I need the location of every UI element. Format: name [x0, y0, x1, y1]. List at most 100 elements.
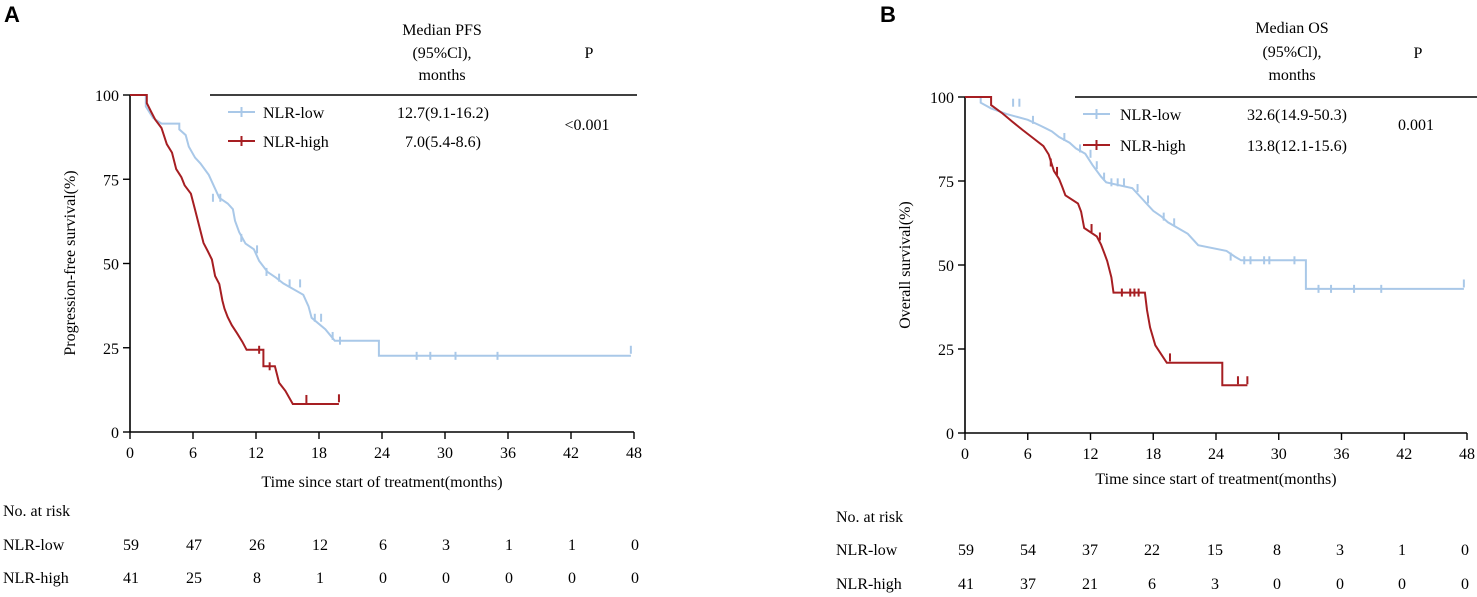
risk-count: 0: [631, 570, 639, 587]
risk-row-label: NLR-high: [3, 570, 69, 587]
risk-count: 8: [253, 570, 261, 587]
legend-median-header: Median PFS: [402, 22, 482, 39]
survival-curve-nlr-high: [965, 96, 1248, 387]
risk-count: 26: [249, 537, 265, 554]
risk-count: 54: [1020, 542, 1036, 559]
risk-count: 0: [505, 570, 513, 587]
x-tick-label: 0: [126, 445, 134, 462]
x-tick-label: 24: [1208, 446, 1224, 463]
legend-median-value: 7.0(5.4-8.6): [405, 134, 481, 151]
x-tick-label: 24: [374, 445, 390, 462]
x-tick-label: 18: [311, 445, 327, 462]
risk-count: 1: [505, 537, 513, 554]
risk-count: 6: [1148, 576, 1156, 593]
risk-row-label: NLR-low: [836, 542, 898, 559]
risk-count: 8: [1273, 542, 1281, 559]
risk-row-label: NLR-low: [3, 537, 65, 554]
panel-label: B: [880, 2, 896, 27]
y-axis-label: Overall survival(%): [897, 201, 914, 329]
y-tick-label: 50: [103, 257, 119, 274]
y-tick-label: 100: [930, 90, 954, 107]
panel-label: A: [4, 2, 20, 27]
x-tick-label: 36: [500, 445, 516, 462]
p-value: 0.001: [1398, 117, 1434, 134]
legend-label: NLR-high: [1120, 138, 1186, 155]
risk-count: 3: [1211, 576, 1219, 593]
risk-count: 47: [186, 537, 202, 554]
x-tick-label: 42: [1396, 446, 1412, 463]
y-tick-label: 50: [938, 258, 954, 275]
risk-count: 59: [958, 542, 974, 559]
y-axis-label: Progression-free survival(%): [62, 170, 79, 355]
x-tick-label: 48: [1459, 446, 1475, 463]
legend-p-header: P: [1414, 45, 1423, 62]
legend-median-header: months: [418, 67, 465, 84]
y-tick-label: 25: [938, 342, 954, 359]
risk-count: 22: [1144, 542, 1160, 559]
x-tick-label: 48: [626, 445, 642, 462]
risk-count: 41: [958, 576, 974, 593]
risk-table-title: No. at risk: [836, 509, 903, 526]
risk-count: 3: [1336, 542, 1344, 559]
x-tick-label: 12: [1083, 446, 1099, 463]
risk-count: 12: [312, 537, 328, 554]
risk-count: 41: [123, 570, 139, 587]
x-axis-label: Time since start of treatment(months): [261, 474, 502, 491]
risk-count: 37: [1082, 542, 1098, 559]
x-tick-label: 6: [1024, 446, 1032, 463]
legend-label: NLR-low: [263, 105, 325, 122]
risk-count: 0: [1398, 576, 1406, 593]
risk-count: 21: [1082, 576, 1098, 593]
y-tick-label: 0: [111, 425, 119, 442]
legend-median-header: (95%Cl),: [1262, 44, 1321, 61]
legend-label: NLR-high: [263, 134, 329, 151]
risk-count: 1: [316, 570, 324, 587]
legend-median-value: 32.6(14.9-50.3): [1247, 107, 1347, 124]
y-tick-label: 75: [103, 172, 119, 189]
risk-count: 0: [1461, 542, 1469, 559]
x-tick-label: 6: [189, 445, 197, 462]
x-tick-label: 30: [437, 445, 453, 462]
legend-median-value: 12.7(9.1-16.2): [397, 105, 489, 122]
risk-count: 0: [1336, 576, 1344, 593]
legend-median-value: 13.8(12.1-15.6): [1247, 138, 1347, 155]
x-axis-label: Time since start of treatment(months): [1095, 471, 1336, 488]
y-tick-label: 75: [938, 174, 954, 191]
risk-count: 15: [1207, 542, 1223, 559]
risk-count: 0: [568, 570, 576, 587]
x-tick-label: 18: [1145, 446, 1161, 463]
x-tick-label: 36: [1334, 446, 1350, 463]
risk-count: 0: [442, 570, 450, 587]
risk-table-title: No. at risk: [3, 503, 70, 520]
risk-count: 59: [123, 537, 139, 554]
risk-count: 3: [442, 537, 450, 554]
legend-median-header: Median OS: [1255, 20, 1328, 37]
survival-curve-nlr-low: [130, 94, 631, 357]
legend-median-header: months: [1268, 67, 1315, 84]
x-tick-label: 30: [1271, 446, 1287, 463]
risk-count: 0: [631, 537, 639, 554]
risk-count: 1: [1398, 542, 1406, 559]
risk-count: 37: [1020, 576, 1036, 593]
survival-curve-nlr-low: [965, 96, 1464, 290]
x-tick-label: 42: [563, 445, 579, 462]
risk-count: 0: [1273, 576, 1281, 593]
risk-count: 0: [379, 570, 387, 587]
y-tick-label: 100: [95, 88, 119, 105]
risk-count: 1: [568, 537, 576, 554]
risk-count: 6: [379, 537, 387, 554]
x-tick-label: 12: [248, 445, 264, 462]
legend-label: NLR-low: [1120, 107, 1182, 124]
y-tick-label: 25: [103, 341, 119, 358]
risk-row-label: NLR-high: [836, 576, 902, 593]
legend-median-header: (95%Cl),: [412, 45, 471, 62]
risk-count: 25: [186, 570, 202, 587]
y-tick-label: 0: [946, 426, 954, 443]
legend-p-header: P: [585, 45, 594, 62]
risk-count: 0: [1461, 576, 1469, 593]
x-tick-label: 0: [961, 446, 969, 463]
p-value: <0.001: [564, 117, 609, 134]
